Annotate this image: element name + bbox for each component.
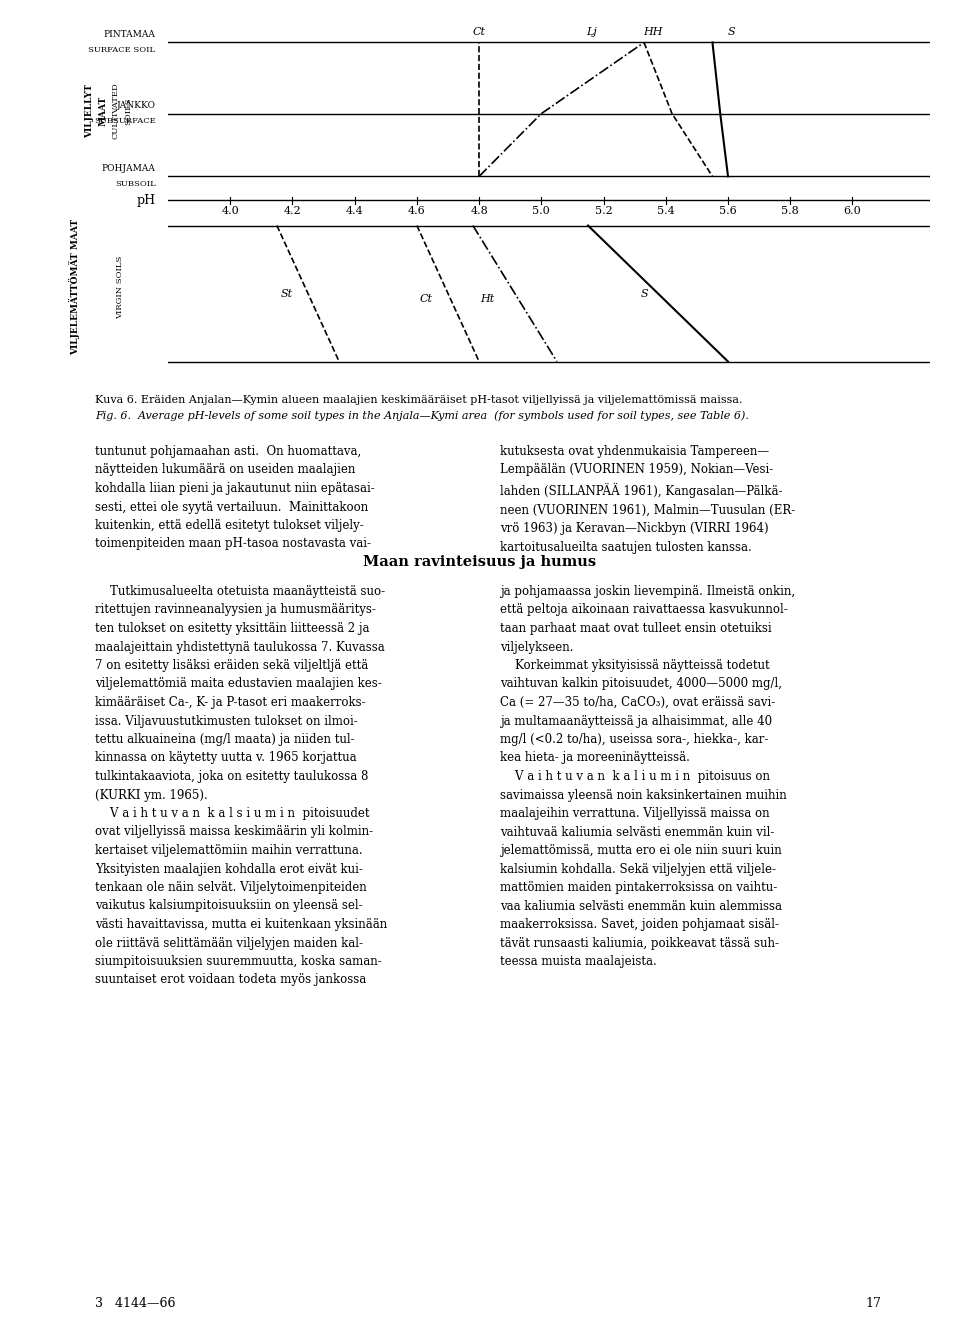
Text: 4.6: 4.6 — [408, 205, 426, 216]
Text: 17: 17 — [865, 1296, 881, 1310]
Text: S: S — [641, 289, 649, 298]
Text: Kuva 6. Eräiden Anjalan—Kymin alueen maalajien keskimääräiset pH-tasot viljellyi: Kuva 6. Eräiden Anjalan—Kymin alueen maa… — [95, 395, 742, 405]
Text: pH: pH — [136, 195, 156, 207]
Text: Ct: Ct — [472, 27, 486, 38]
Text: 5.4: 5.4 — [657, 205, 675, 216]
Text: CULTIVATED: CULTIVATED — [112, 83, 120, 140]
Text: VILJELEMÄTTÖMÄT MAAT: VILJELEMÄTTÖMÄT MAAT — [69, 219, 81, 356]
Text: Lj: Lj — [586, 27, 596, 38]
Text: Fig. 6.  Average pH-levels of some soil types in the Anjala—Kymi area  (for symb: Fig. 6. Average pH-levels of some soil t… — [95, 411, 749, 420]
Text: S: S — [728, 27, 735, 38]
Text: tuntunut pohjamaahan asti.  On huomattava,
näytteiden lukumäärä on useiden maala: tuntunut pohjamaahan asti. On huomattava… — [95, 446, 374, 550]
Text: 4.0: 4.0 — [222, 205, 239, 216]
Text: POHJAMAA: POHJAMAA — [102, 164, 156, 173]
Text: HH: HH — [643, 27, 663, 38]
Text: 5.0: 5.0 — [533, 205, 550, 216]
Text: 4.8: 4.8 — [470, 205, 488, 216]
Text: Ht: Ht — [480, 294, 494, 303]
Text: Maan ravinteisuus ja humus: Maan ravinteisuus ja humus — [364, 556, 596, 569]
Text: VILJELLYT: VILJELLYT — [85, 85, 94, 138]
Text: kutuksesta ovat yhdenmukaisia Tampereen—
Lempäälän (VUORINEN 1959), Nokian—Vesi-: kutuksesta ovat yhdenmukaisia Tampereen—… — [500, 446, 795, 554]
Text: St: St — [280, 289, 293, 298]
Text: SOILS: SOILS — [124, 97, 132, 125]
Text: VIRGIN SOILS: VIRGIN SOILS — [116, 255, 124, 318]
Text: 5.8: 5.8 — [781, 205, 799, 216]
Text: SUBSURFACE: SUBSURFACE — [94, 117, 156, 125]
Text: 4.2: 4.2 — [283, 205, 301, 216]
Text: JANKKO: JANKKO — [116, 102, 156, 110]
Text: Tutkimusalueelta otetuista maanäytteistä suo-
ritettujen ravinneanalyysien ja hu: Tutkimusalueelta otetuista maanäytteistä… — [95, 585, 387, 986]
Text: 5.2: 5.2 — [594, 205, 612, 216]
Text: ja pohjamaassa joskin lievempinä. Ilmeistä onkin,
että peltoja aikoinaan raivatt: ja pohjamaassa joskin lievempinä. Ilmeis… — [500, 585, 795, 968]
Text: PINTAMAA: PINTAMAA — [104, 31, 156, 39]
Text: SURFACE SOIL: SURFACE SOIL — [88, 46, 156, 54]
Text: 5.6: 5.6 — [719, 205, 737, 216]
Text: Ct: Ct — [420, 294, 432, 303]
Text: SUBSOIL: SUBSOIL — [115, 180, 156, 188]
Text: MAAT: MAAT — [99, 95, 108, 126]
Text: 6.0: 6.0 — [844, 205, 861, 216]
Text: 4.4: 4.4 — [346, 205, 364, 216]
Text: 3   4144—66: 3 4144—66 — [95, 1296, 176, 1310]
